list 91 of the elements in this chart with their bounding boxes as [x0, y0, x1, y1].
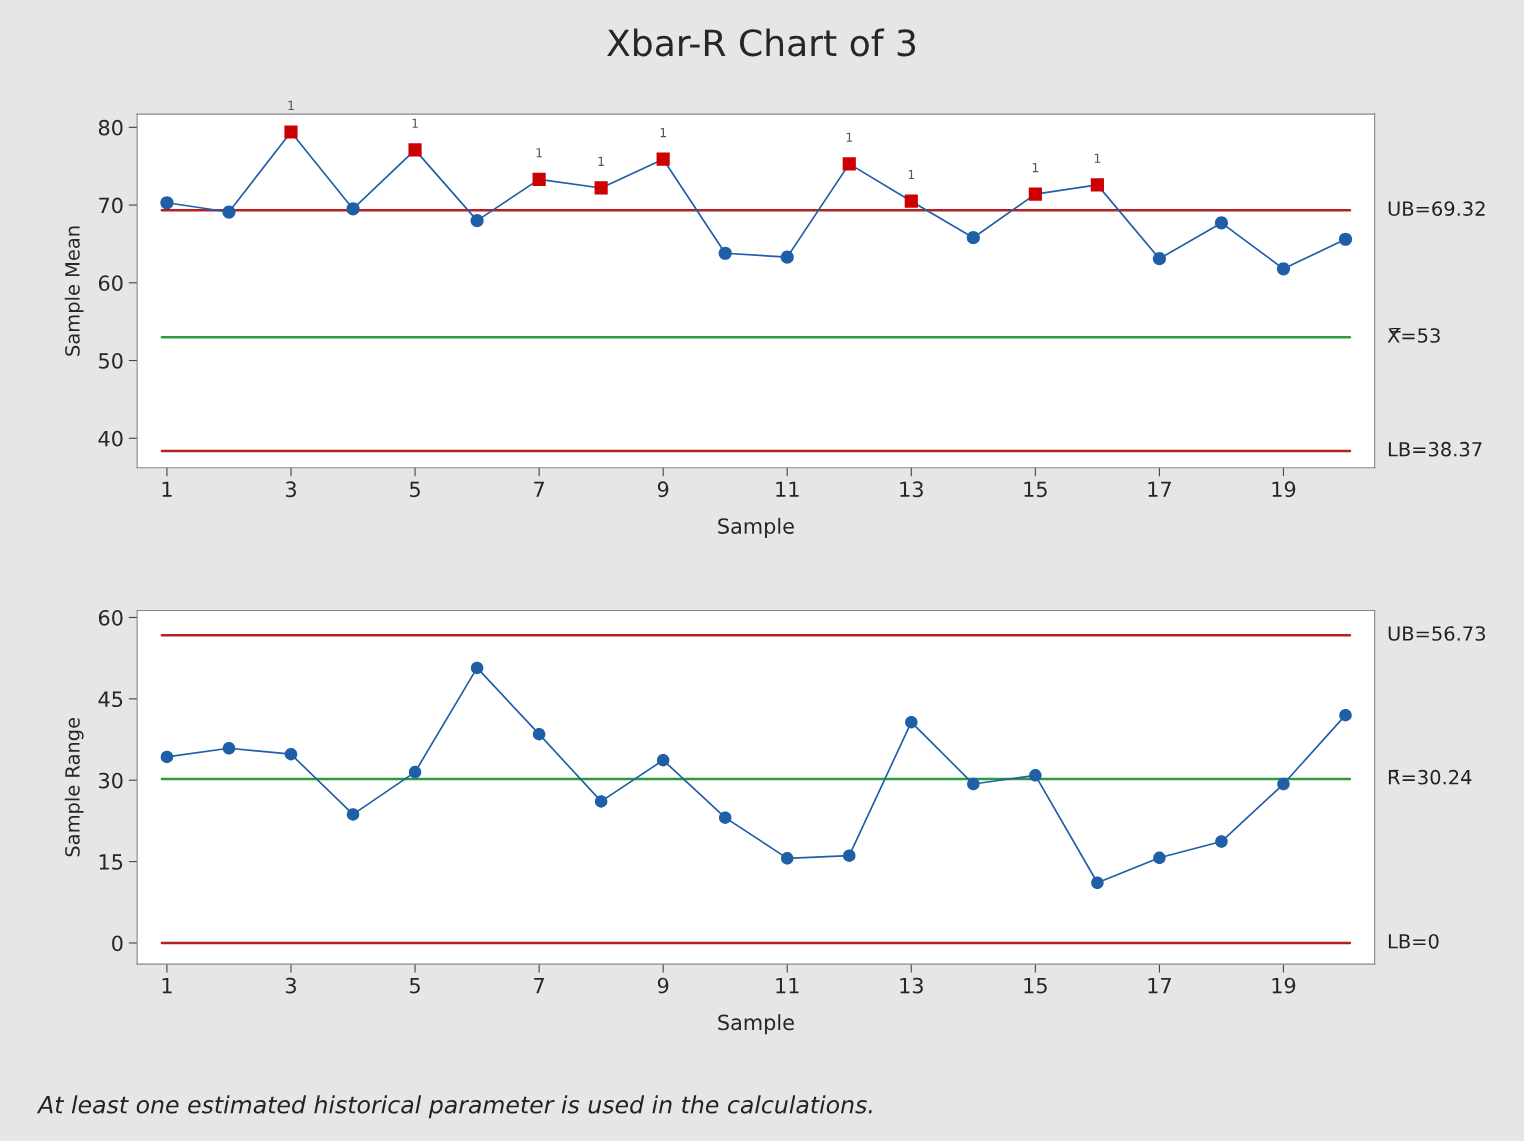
ref-line-label: UB=56.73 [1388, 626, 1485, 641]
y-tick-label: 40 [98, 430, 123, 447]
point [780, 250, 794, 264]
x-tick-label: 3 [285, 977, 296, 994]
point [656, 152, 670, 166]
point [1277, 777, 1290, 791]
point [1215, 835, 1228, 848]
point [656, 753, 670, 767]
ref-line-label: LB=38.37 [1388, 441, 1482, 457]
point [1029, 769, 1042, 782]
annotation: 1 [412, 118, 418, 128]
point [1214, 216, 1229, 230]
point [1153, 851, 1166, 865]
point [718, 246, 732, 260]
point [1339, 708, 1352, 722]
x-tick-label: 9 [657, 977, 669, 994]
y-axis-title: Sample Range [64, 717, 84, 857]
y-tick-label: 60 [98, 275, 123, 291]
x-tick-label: 13 [900, 481, 923, 498]
x-tick-label: 7 [534, 481, 544, 497]
ref-line-label: LB=0 [1388, 933, 1439, 949]
point [532, 727, 546, 741]
x-tick-label: 17 [1148, 481, 1171, 497]
x-tick-label: 9 [657, 481, 669, 498]
point [1091, 876, 1104, 890]
annotation: 1 [846, 132, 853, 142]
point [408, 765, 422, 779]
point [594, 181, 608, 195]
annotation: 1 [598, 156, 604, 166]
annotation: 1 [288, 100, 294, 110]
point [1338, 232, 1353, 246]
point [780, 852, 794, 865]
point [222, 741, 236, 755]
x-tick-label: 15 [1024, 977, 1047, 994]
text: At least one estimated historical parameter is used in the calculations. [36, 1095, 872, 1119]
x-tick-label: 7 [534, 977, 544, 994]
ref-line-label: UB=69.32 [1388, 201, 1485, 216]
y-tick-label: 60 [98, 609, 123, 626]
y-tick-label: 0 [112, 935, 123, 952]
point [966, 231, 980, 245]
annotation: 1 [536, 148, 542, 158]
point [346, 808, 360, 821]
point [408, 143, 422, 157]
annotation: 1 [660, 128, 666, 138]
point [1028, 187, 1042, 201]
y-tick-label: 50 [99, 352, 123, 369]
point [470, 661, 484, 675]
y-tick-label: 15 [99, 854, 123, 870]
x-axis-title: Sample [718, 517, 794, 538]
point [470, 214, 484, 228]
ref-line-label: X̿=53 [1387, 327, 1440, 343]
y-tick-label: 80 [98, 119, 123, 136]
x-tick-label: 11 [776, 977, 799, 994]
point [1276, 262, 1291, 276]
annotation: 1 [1032, 163, 1039, 173]
point [843, 849, 856, 862]
x-axis-title: Sample [718, 1014, 794, 1035]
x-tick-label: 1 [162, 977, 172, 994]
x-tick-label: 5 [410, 481, 420, 498]
x-tick-label: 3 [285, 481, 296, 498]
point [718, 811, 732, 824]
point [160, 750, 174, 764]
y-tick-label: 30 [99, 772, 123, 789]
x-tick-label: 15 [1024, 481, 1047, 498]
x-tick-label: 17 [1148, 977, 1171, 994]
x-tick-label: 19 [1272, 977, 1296, 994]
point [904, 194, 918, 208]
x-tick-label: 1 [162, 481, 172, 497]
point [284, 125, 298, 139]
y-tick-label: 70 [99, 197, 123, 214]
point [594, 795, 608, 808]
point [905, 715, 918, 729]
y-tick-label: 45 [98, 691, 123, 708]
annotation: 1 [1094, 153, 1101, 163]
point [967, 777, 980, 791]
x-tick-label: 19 [1272, 481, 1296, 498]
x-tick-label: 11 [776, 481, 799, 497]
point [346, 202, 360, 216]
x-tick-label: 13 [900, 977, 923, 994]
point [842, 157, 856, 171]
point [222, 205, 236, 219]
point [532, 172, 546, 186]
point [1152, 252, 1166, 266]
y-axis-title: Sample Mean [64, 226, 84, 356]
point [160, 196, 174, 210]
ref-line-label: R̄=30.24 [1388, 769, 1472, 785]
annotation: 1 [908, 170, 915, 180]
point [284, 747, 298, 761]
chart-title: Xbar-R Chart of 3 [607, 28, 916, 57]
x-tick-label: 5 [410, 977, 420, 994]
point [1090, 178, 1104, 192]
